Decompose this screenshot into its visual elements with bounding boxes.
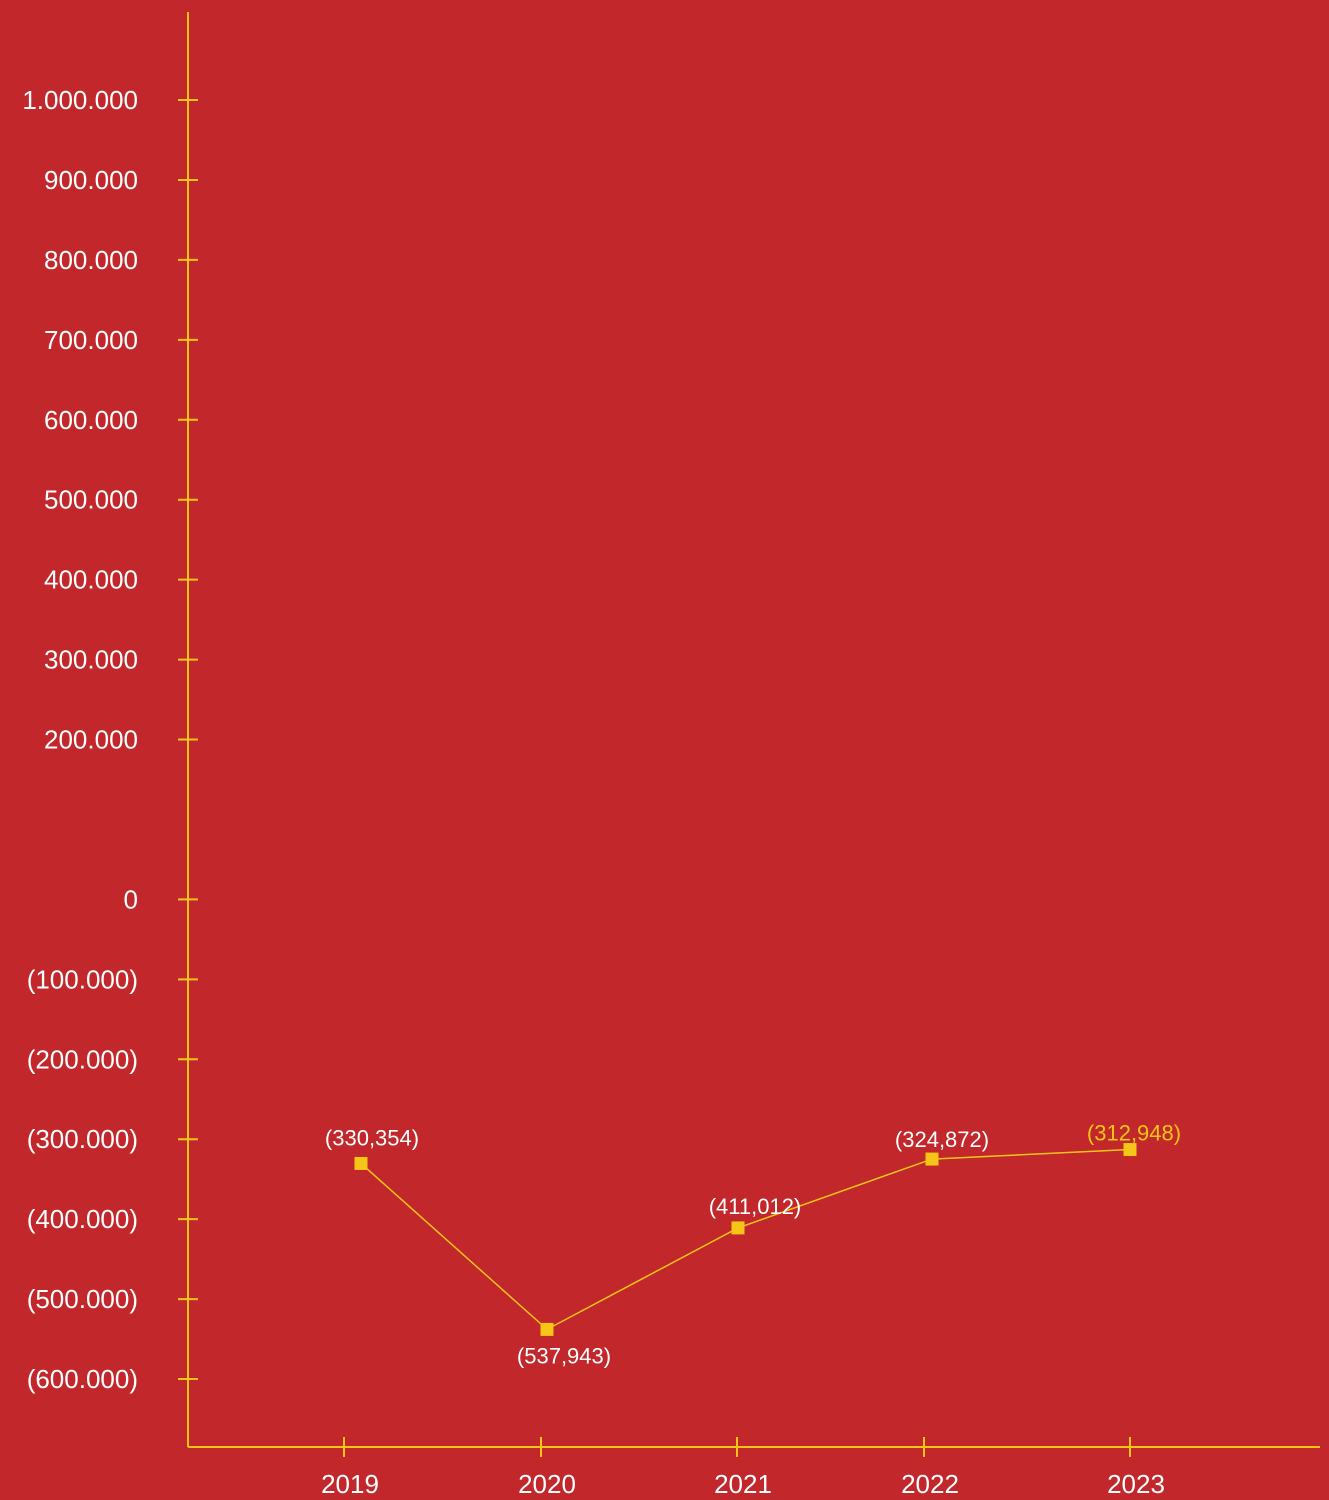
series (354, 1143, 1137, 1336)
x-tick-label: 2019 (321, 1469, 379, 1499)
y-tick-label: 600.000 (44, 405, 138, 435)
data-point-marker (731, 1221, 745, 1235)
data-point-marker (925, 1152, 939, 1166)
data-point-marker (1123, 1143, 1137, 1157)
y-tick-label: (100.000) (27, 964, 138, 994)
y-tick-label: 0 (124, 884, 138, 914)
y-axis: 1.000.000 900.000 800.000 700.000 600.000 500… (22, 12, 198, 1447)
x-tick-label: 2020 (518, 1469, 576, 1499)
x-tick-label: 2023 (1107, 1469, 1165, 1499)
y-tick-label: (500.000) (27, 1284, 138, 1314)
y-tick-label: 700.000 (44, 325, 138, 355)
y-tick-label: (200.000) (27, 1044, 138, 1074)
y-tick-label: 300.000 (44, 645, 138, 675)
y-tick-label: (600.000) (27, 1364, 138, 1394)
y-tick-label: (400.000) (27, 1204, 138, 1234)
y-tick-label: 200.000 (44, 725, 138, 755)
data-labels: (330,354) (537,943) (411,012) (324,872) (312… (325, 1121, 1181, 1369)
data-label: (312,948) (1087, 1121, 1181, 1146)
data-label: (330,354) (325, 1125, 419, 1150)
data-label: (411,012) (709, 1194, 802, 1219)
y-tick-label: 1.000.000 (22, 85, 138, 115)
y-tick-label: 500.000 (44, 485, 138, 515)
y-tick-label: (300.000) (27, 1124, 138, 1154)
y-tick-label: 800.000 (44, 245, 138, 275)
data-label: (537,943) (517, 1343, 611, 1368)
y-tick-label: 900.000 (44, 165, 138, 195)
x-tick-label: 2022 (901, 1469, 959, 1499)
y-tick-label: 400.000 (44, 565, 138, 595)
x-tick-label: 2021 (714, 1469, 772, 1499)
data-point-marker (540, 1322, 554, 1336)
data-label: (324,872) (895, 1127, 989, 1152)
data-point-marker (354, 1156, 368, 1170)
x-axis: 2019 2020 2021 2022 2023 (188, 1437, 1320, 1499)
